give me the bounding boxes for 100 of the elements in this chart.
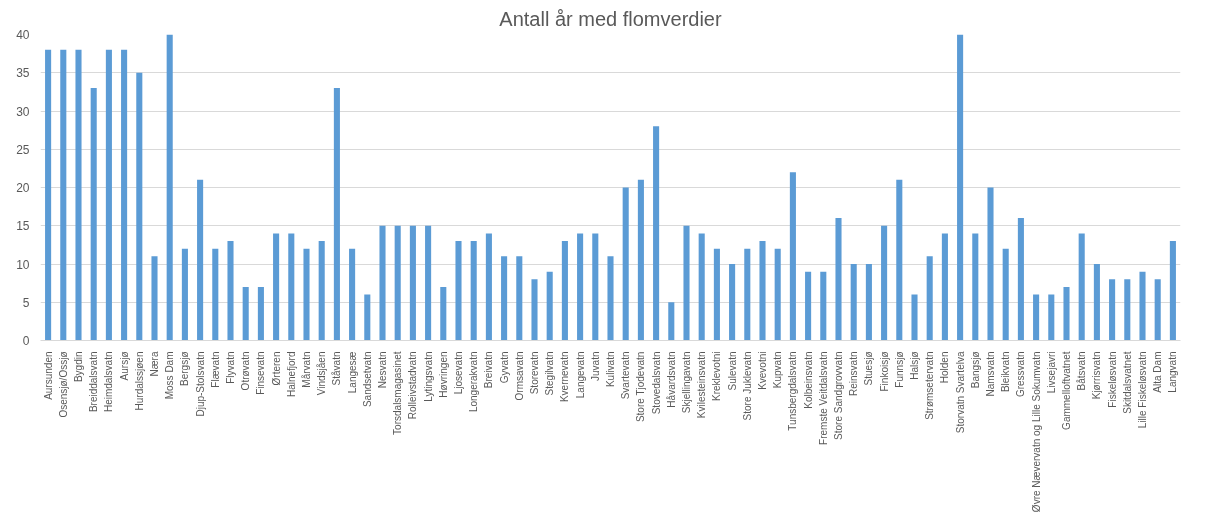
bar <box>501 256 508 341</box>
x-tick-label: Lille Fiskeløsvatn <box>1137 351 1148 429</box>
bar <box>485 233 492 341</box>
bar <box>577 233 584 341</box>
bar <box>45 49 52 341</box>
x-tick-label: Torsdalsmagasinet <box>392 351 404 435</box>
x-tick-label: Langevatn <box>574 351 586 399</box>
x-tick-label: Bleikvatn <box>1000 351 1012 393</box>
x-tick-label: Bygdin <box>73 351 84 383</box>
x-tick-label: Osensjø/Ossjø <box>57 351 69 418</box>
bar <box>683 225 690 341</box>
bar <box>911 294 918 341</box>
bar <box>364 294 371 341</box>
x-tick-label: Storevatn <box>529 351 540 395</box>
bar <box>257 286 264 341</box>
bar <box>941 233 948 341</box>
bar <box>440 286 447 341</box>
bar <box>1124 279 1131 341</box>
x-tick-label: Ørteren <box>270 351 282 386</box>
x-tick-label: Lytingsvatn <box>422 351 434 402</box>
bar <box>1063 286 1070 341</box>
x-tick-label: Aursjø <box>118 351 130 381</box>
x-tick-label: Livsejavri <box>1045 351 1057 394</box>
bar <box>166 34 173 341</box>
x-tick-label: Rolleivstadvatn <box>407 351 419 420</box>
bar <box>1093 264 1100 341</box>
bar <box>1169 241 1176 341</box>
x-tick-label: Flævatn <box>209 351 221 388</box>
bar <box>516 256 523 341</box>
bar <box>105 49 112 341</box>
bar <box>425 225 432 341</box>
x-tick-label: Juvatn <box>589 351 601 381</box>
x-tick-label: Strømsetervatn <box>924 351 936 420</box>
bar <box>409 225 416 341</box>
x-tick-label: Håvardsvatn <box>665 351 677 408</box>
bar <box>1078 233 1085 341</box>
x-tick-label: Øvre Nævervatn og Lille Sokumvatn <box>1030 351 1042 513</box>
x-tick-label: Holden <box>939 351 951 384</box>
bar <box>805 271 812 341</box>
x-tick-label: Ljosevatn <box>453 351 464 395</box>
bar <box>151 256 158 341</box>
bar <box>744 248 751 341</box>
x-tick-label: Kvevotni <box>757 351 768 390</box>
bar <box>1033 294 1040 341</box>
bar <box>881 225 888 341</box>
bar <box>957 34 964 341</box>
bar <box>865 264 872 341</box>
bar <box>288 233 295 341</box>
x-tick-label: Hurdalssjøen <box>133 351 145 411</box>
x-tick-label: Langvatn <box>1167 351 1179 393</box>
bar <box>546 271 553 341</box>
x-tick-label: Båtsvatn <box>1076 351 1088 391</box>
bar <box>75 49 82 341</box>
bar <box>303 248 310 341</box>
x-tick-label: Gyvatn <box>498 351 510 384</box>
x-tick-label: Breiddalsvatn <box>88 351 100 413</box>
x-tick-label: Ståvatn <box>331 351 343 386</box>
bar <box>653 126 660 341</box>
x-tick-label: Flyvatn <box>225 351 236 384</box>
y-tick-label: 15 <box>16 219 30 234</box>
y-tick-label: 35 <box>16 66 30 81</box>
x-tick-label: Kulivatn <box>605 351 616 388</box>
x-tick-label: Otrøvatn <box>240 351 252 391</box>
bar <box>394 225 401 341</box>
bar <box>987 187 994 341</box>
x-tick-label: Finsevatn <box>255 351 267 395</box>
bar <box>273 233 280 341</box>
bar <box>1017 218 1024 341</box>
x-tick-label: Store Sandgrovvatn <box>833 351 844 440</box>
bar <box>333 88 340 341</box>
x-tick-label: Storvatn Svartelva <box>954 351 966 434</box>
y-tick-label: 10 <box>16 257 30 272</box>
x-tick-label: Halsjø <box>909 351 920 380</box>
bar <box>181 248 188 341</box>
bar <box>1109 279 1116 341</box>
x-tick-label: Svartevatn <box>620 351 632 400</box>
x-tick-label: Finkoisjø <box>878 351 890 392</box>
x-tick-label: Fiskeløsvatn <box>1106 351 1118 408</box>
bar <box>637 179 644 341</box>
x-tick-label: Stovedalsvatn <box>650 351 662 415</box>
x-tick-label: Tunsbergdalsvatn <box>787 351 799 431</box>
x-tick-label: Longerakvatn <box>468 351 480 413</box>
x-tick-label: Langesæ <box>346 351 358 394</box>
x-tick-label: Bergsjø <box>179 351 191 386</box>
bar <box>121 49 128 341</box>
x-tick-label: Kupvatn <box>772 351 784 389</box>
bar <box>470 241 477 341</box>
bar <box>455 241 462 341</box>
x-tick-label: Moss Dam <box>164 351 176 400</box>
bar <box>622 187 629 341</box>
x-tick-label: Namsvatn <box>985 351 996 397</box>
bar <box>820 271 827 341</box>
bar <box>759 241 766 341</box>
x-tick-label: Kvilesteinsvatn <box>696 351 708 419</box>
bar <box>1154 279 1161 341</box>
bar <box>1048 294 1055 341</box>
x-tick-label: Reinsvatn <box>848 351 860 396</box>
x-tick-label: Gammelloftvatnet <box>1061 351 1072 430</box>
x-tick-label: Sulevatn <box>726 351 738 391</box>
bar <box>379 225 386 341</box>
